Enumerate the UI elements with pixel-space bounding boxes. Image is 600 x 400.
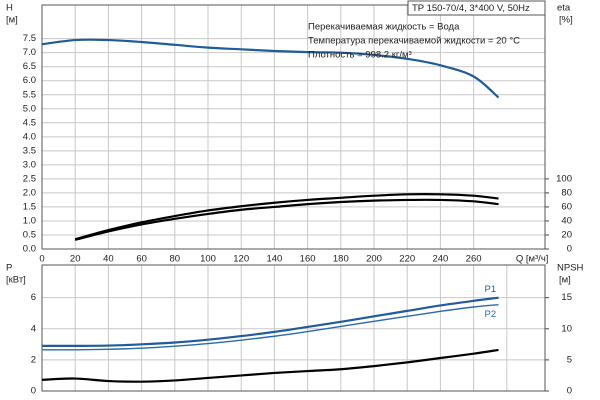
y-axis-unit: [м] [6, 15, 18, 26]
y-tick-label: 0.5 [23, 229, 36, 240]
curve [41, 296, 499, 348]
x-tick-label: 160 [300, 254, 316, 265]
y2-tick-label: 100 [556, 173, 572, 184]
curve [41, 38, 500, 99]
curve [74, 198, 499, 241]
annotation: TP 150-70/4, 3*400 V, 50Hz [412, 3, 530, 14]
plot-frame [41, 4, 546, 250]
y-axis-unit: [кВт] [6, 275, 26, 286]
y-tick-label: 3.5 [23, 145, 36, 156]
curve [74, 193, 499, 241]
plot-frame [41, 264, 546, 392]
series-label: P1 [485, 284, 497, 295]
x-tick-label: 140 [266, 254, 282, 265]
x-tick-label: 220 [399, 254, 415, 265]
y-tick-label: 4.5 [23, 117, 36, 128]
y-tick-label: 7.5 [23, 33, 36, 44]
x-tick-label: 0 [39, 254, 44, 265]
y2-axis-unit: [%] [559, 15, 573, 26]
y-tick-label: 2.5 [23, 173, 36, 184]
annotation: Плотность = 998.2 кг/м³ [308, 50, 412, 61]
x-tick-label: 80 [170, 254, 181, 265]
y2-tick-label: 60 [561, 201, 572, 212]
annotation: Перекачиваемая жидкость = Вода [308, 22, 460, 33]
y-tick-label: 2.0 [23, 187, 36, 198]
x-tick-label: 260 [466, 254, 482, 265]
x-tick-label: 60 [136, 254, 147, 265]
y-tick-label: 4.0 [23, 131, 36, 142]
x-axis-label: Q [м³/ч] [516, 254, 549, 265]
y-tick-label: 6 [31, 292, 36, 303]
y-tick-label: 0.0 [23, 244, 36, 255]
series-label: P2 [485, 309, 497, 320]
x-tick-label: 120 [233, 254, 249, 265]
x-tick-label: 100 [200, 254, 216, 265]
y2-tick-label: 0 [567, 244, 572, 255]
annotation: Температура перекачиваемой жидкости = 20… [308, 36, 520, 47]
y-tick-label: 5.0 [23, 103, 36, 114]
y-tick-label: 2 [31, 354, 36, 365]
y-tick-label: 1.5 [23, 201, 36, 212]
x-tick-label: 200 [366, 254, 382, 265]
curve [41, 303, 499, 351]
y2-tick-label: 10 [561, 323, 572, 334]
curve [41, 348, 499, 383]
y-tick-label: 6.5 [23, 61, 36, 72]
x-tick-label: 240 [432, 254, 448, 265]
y2-axis-label: eta [557, 3, 571, 14]
y-tick-label: 7.0 [23, 47, 36, 58]
y-tick-label: 3.0 [23, 159, 36, 170]
y2-tick-label: 5 [567, 354, 572, 365]
y2-tick-label: 80 [561, 187, 572, 198]
y-axis-label: P [6, 263, 12, 274]
y2-tick-label: 40 [561, 215, 572, 226]
y-tick-label: 4 [31, 323, 36, 334]
x-tick-label: 40 [103, 254, 114, 265]
y2-tick-label: 20 [561, 229, 572, 240]
x-tick-label: 20 [70, 254, 81, 265]
y-tick-label: 1.0 [23, 215, 36, 226]
y2-axis-label: NPSH [557, 263, 584, 274]
x-tick-label: 180 [333, 254, 349, 265]
y2-axis-unit: [м] [559, 275, 571, 286]
annotation-box [407, 0, 546, 16]
y-tick-label: 0 [31, 386, 36, 397]
y-axis-label: H [6, 3, 13, 14]
y2-tick-label: 15 [561, 292, 572, 303]
y2-tick-label: 0 [567, 386, 572, 397]
y-tick-label: 6.0 [23, 75, 36, 86]
y-tick-label: 5.5 [23, 89, 36, 100]
